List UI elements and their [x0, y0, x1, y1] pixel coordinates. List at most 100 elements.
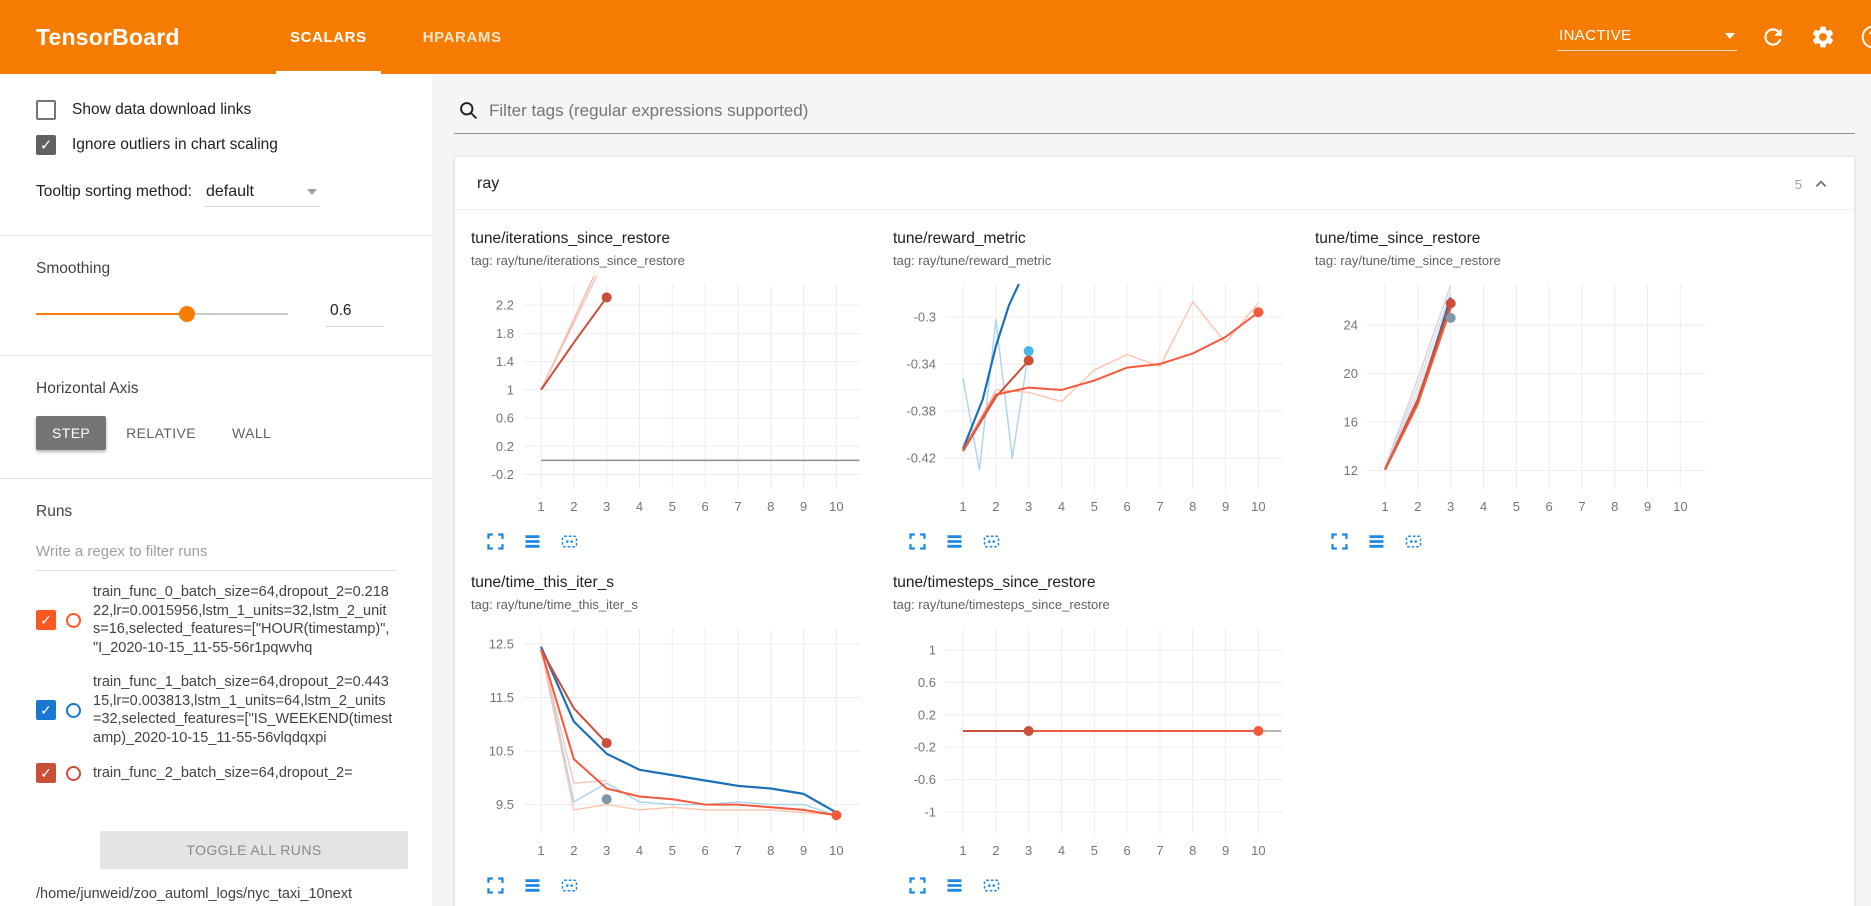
run-item: ✓ train_func_0_batch_size=64,dropout_2=0.…: [36, 583, 432, 657]
data-point-marker: [1023, 346, 1034, 357]
chevron-down-icon: [306, 189, 317, 195]
run-name: train_func_1_batch_size=64,dropout_2=0.4…: [93, 674, 393, 746]
chart-tag: tag: ray/tune/time_this_iter_s: [471, 597, 638, 612]
chart-card: tune/reward_metric tag: ray/tune/reward_m…: [889, 224, 1299, 558]
y-tick-label: 12.5: [489, 637, 514, 652]
smoothing-value-input[interactable]: 0.6: [326, 300, 384, 327]
fit-domain-icon[interactable]: [981, 531, 1002, 552]
log-scale-icon[interactable]: [522, 875, 543, 896]
run-visibility-checkbox[interactable]: ✓: [36, 763, 56, 783]
y-tick-label: 16: [1344, 415, 1358, 430]
chart-title: tune/timesteps_since_restore: [893, 574, 1096, 591]
chart-grid: tune/iterations_since_restore tag: ray/tu…: [455, 210, 1854, 906]
log-scale-icon[interactable]: [944, 875, 965, 896]
chart-card: tune/time_this_iter_s tag: ray/tune/time_…: [467, 568, 877, 902]
x-tick-label: 8: [767, 499, 774, 514]
gear-icon[interactable]: [1809, 23, 1837, 51]
series-run2-raw: [540, 276, 598, 391]
x-tick-label: 1: [959, 843, 966, 858]
runs-filter-input[interactable]: [36, 535, 396, 571]
y-tick-label: 24: [1344, 318, 1358, 333]
y-tick-label: -0.3: [914, 309, 936, 324]
chart-tag: tag: ray/tune/timesteps_since_restore: [893, 597, 1110, 612]
x-tick-label: 9: [1222, 843, 1229, 858]
chart-title: tune/time_since_restore: [1315, 230, 1481, 247]
tag-filter-input[interactable]: [489, 100, 1851, 121]
series-run0-raw: [962, 300, 1259, 451]
tooltip-sort-dropdown[interactable]: default: [203, 181, 319, 207]
x-tick-label: 10: [829, 499, 843, 514]
app-title: TensorBoard: [36, 23, 180, 50]
search-icon: [460, 102, 478, 120]
expand-chart-icon[interactable]: [907, 531, 928, 552]
fit-domain-icon[interactable]: [1403, 531, 1424, 552]
chart-tag: tag: ray/tune/iterations_since_restore: [471, 253, 685, 268]
show-download-checkbox[interactable]: [36, 100, 56, 120]
help-icon[interactable]: [1859, 23, 1871, 51]
axis-step-button[interactable]: STEP: [36, 416, 107, 450]
x-tick-label: 5: [1091, 499, 1098, 514]
run-visibility-checkbox[interactable]: ✓: [36, 700, 56, 720]
y-tick-label: 20: [1344, 366, 1358, 381]
tab-scalars[interactable]: SCALARS: [262, 0, 395, 74]
axis-relative-button[interactable]: RELATIVE: [110, 416, 212, 450]
chart-plot[interactable]: 1 2 3 4 5 6 7 8 9 10 -1 -0.6 -0.2 0.2 0.6 1: [893, 620, 1291, 868]
toggle-all-runs-button[interactable]: TOGGLE ALL RUNS: [100, 831, 408, 869]
run-solo-radio[interactable]: [66, 702, 81, 718]
expand-chart-icon[interactable]: [485, 531, 506, 552]
chart-plot[interactable]: 1 2 3 4 5 6 7 8 9 10 -0.2 0.2 0.6 1 1.4 1.8 2.2: [471, 276, 869, 524]
x-tick-label: 10: [829, 843, 843, 858]
x-tick-label: 4: [636, 843, 643, 858]
run-solo-radio[interactable]: [66, 765, 81, 781]
x-tick-label: 5: [1513, 499, 1520, 514]
chart-plot[interactable]: 1 2 3 4 5 6 7 8 9 10 -0.42 -0.38 -0.34 -0.3: [893, 276, 1291, 524]
ignore-outliers-checkbox[interactable]: ✓: [36, 135, 56, 155]
fit-domain-icon[interactable]: [559, 531, 580, 552]
axis-wall-button[interactable]: WALL: [216, 416, 287, 450]
log-directory-path: /home/junweid/zoo_automl_logs/nyc_taxi_1…: [36, 886, 352, 902]
y-tick-label: -0.2: [914, 740, 936, 755]
app-header: TensorBoard SCALARS HPARAMS INACTIVE: [0, 0, 1871, 74]
expand-chart-icon[interactable]: [485, 875, 506, 896]
tooltip-sort-value: default: [205, 183, 254, 200]
chevron-up-icon[interactable]: [1810, 173, 1832, 195]
slider-thumb[interactable]: [179, 305, 196, 322]
log-scale-icon[interactable]: [944, 531, 965, 552]
x-tick-label: 8: [1189, 843, 1196, 858]
x-tick-label: 6: [1124, 843, 1131, 858]
expand-chart-icon[interactable]: [1329, 531, 1350, 552]
status-dropdown[interactable]: INACTIVE: [1557, 23, 1737, 51]
divider: [0, 355, 432, 356]
chart-plot[interactable]: 1 2 3 4 5 6 7 8 9 10 9.5 10.5 11.5 12.5: [471, 620, 869, 868]
smoothing-slider[interactable]: [36, 304, 288, 324]
x-tick-label: 3: [1447, 499, 1454, 514]
horizontal-axis-label: Horizontal Axis: [36, 380, 139, 397]
x-tick-label: 8: [1611, 499, 1618, 514]
y-tick-label: 12: [1344, 463, 1358, 478]
x-tick-label: 1: [537, 843, 544, 858]
sidebar: Show data download links ✓ Ignore outlie…: [0, 74, 432, 906]
run-visibility-checkbox[interactable]: ✓: [36, 610, 56, 630]
x-tick-label: 2: [570, 843, 577, 858]
y-tick-label: 9.5: [496, 797, 514, 812]
x-tick-label: 8: [767, 843, 774, 858]
y-tick-label: 0.6: [918, 675, 936, 690]
log-scale-icon[interactable]: [1366, 531, 1387, 552]
tab-hparams[interactable]: HPARAMS: [422, 28, 502, 46]
x-tick-label: 10: [1673, 499, 1687, 514]
data-point-marker: [1023, 726, 1034, 736]
run-solo-radio[interactable]: [66, 612, 81, 628]
fit-domain-icon[interactable]: [559, 875, 580, 896]
x-tick-label: 4: [636, 499, 643, 514]
fit-domain-icon[interactable]: [981, 875, 1002, 896]
tag-group-header[interactable]: ray 5: [455, 157, 1854, 210]
refresh-icon[interactable]: [1759, 23, 1787, 51]
chart-toolbar: [907, 531, 1295, 552]
x-tick-label: 2: [570, 499, 577, 514]
y-tick-label: -0.42: [906, 451, 936, 466]
data-point-marker: [831, 810, 842, 821]
x-tick-label: 6: [1124, 499, 1131, 514]
expand-chart-icon[interactable]: [907, 875, 928, 896]
log-scale-icon[interactable]: [522, 531, 543, 552]
